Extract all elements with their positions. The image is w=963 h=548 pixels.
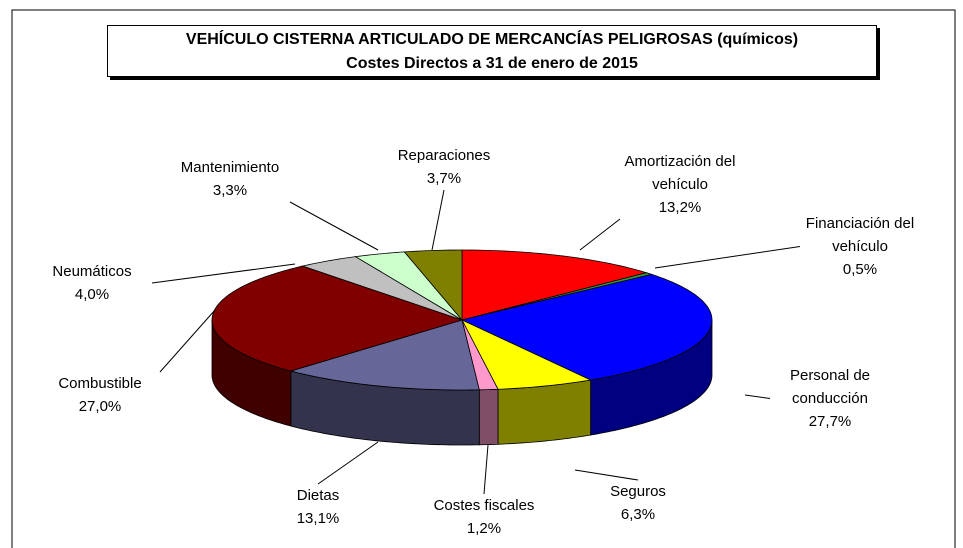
slice-label: Financiación del vehículo 0,5%	[790, 212, 930, 281]
slice-label: Seguros 6,3%	[568, 480, 708, 526]
slice-side	[478, 388, 499, 446]
chart-title: VEHÍCULO CISTERNA ARTICULADO DE MERCANCÍ…	[185, 31, 799, 48]
value-label: 1,2%	[466, 520, 502, 537]
value-label: 6,3%	[620, 506, 656, 523]
slice	[289, 319, 480, 391]
slice-label: Costes fiscales 1,2%	[414, 494, 554, 540]
leader-line	[151, 263, 296, 284]
category-label: Neumáticos	[52, 263, 132, 280]
value-label: 13,2%	[658, 199, 702, 216]
slice	[461, 249, 648, 321]
leader-line	[289, 201, 379, 251]
slice	[403, 249, 463, 322]
chart-border	[11, 9, 956, 548]
value-label: 27,7%	[808, 413, 852, 430]
category-label: Financiación del vehículo	[805, 215, 915, 255]
value-label: 3,7%	[426, 170, 462, 187]
category-label: Personal de conducción	[789, 367, 871, 407]
slice-label: Dietas 13,1%	[248, 484, 388, 530]
value-label: 27,0%	[78, 398, 122, 415]
slice-label: Combustible 27,0%	[30, 372, 170, 418]
category-label: Costes fiscales	[433, 497, 535, 514]
slice	[354, 251, 463, 321]
slice	[211, 265, 464, 372]
leader-line	[159, 309, 216, 373]
leader-line	[579, 218, 621, 251]
slice-label: Personal de conducción 27,7%	[760, 364, 900, 433]
slice-label: Reparaciones 3,7%	[374, 144, 514, 190]
leader-line	[431, 189, 445, 251]
category-label: Dietas	[296, 487, 340, 504]
slice-label: Neumáticos 4,0%	[22, 260, 162, 306]
value-label: 0,5%	[842, 261, 878, 278]
category-label: Seguros	[610, 483, 666, 500]
slice-side	[497, 379, 592, 445]
value-label: 4,0%	[74, 286, 110, 303]
slice-label: Amortización del vehículo 13,2%	[610, 150, 750, 219]
value-label: 3,3%	[212, 182, 248, 199]
chart-subtitle: Costes Directos a 31 de enero de 2015	[346, 55, 638, 72]
value-label: 13,1%	[296, 510, 340, 527]
slice	[461, 319, 592, 390]
leader-line	[317, 441, 379, 485]
category-label: Mantenimiento	[180, 159, 280, 176]
slice-label: Mantenimiento 3,3%	[160, 156, 300, 202]
category-label: Reparaciones	[397, 147, 491, 164]
leader-line	[654, 246, 801, 269]
slice	[301, 256, 463, 321]
category-label: Amortización del vehículo	[624, 153, 736, 193]
title-box: VEHÍCULO CISTERNA ARTICULADO DE MERCANCÍ…	[107, 25, 877, 77]
leader-line	[483, 444, 489, 495]
leader-line	[744, 394, 771, 399]
slice	[460, 273, 713, 381]
leader-line	[574, 469, 639, 481]
slice	[461, 319, 499, 391]
category-label: Combustible	[58, 375, 142, 392]
